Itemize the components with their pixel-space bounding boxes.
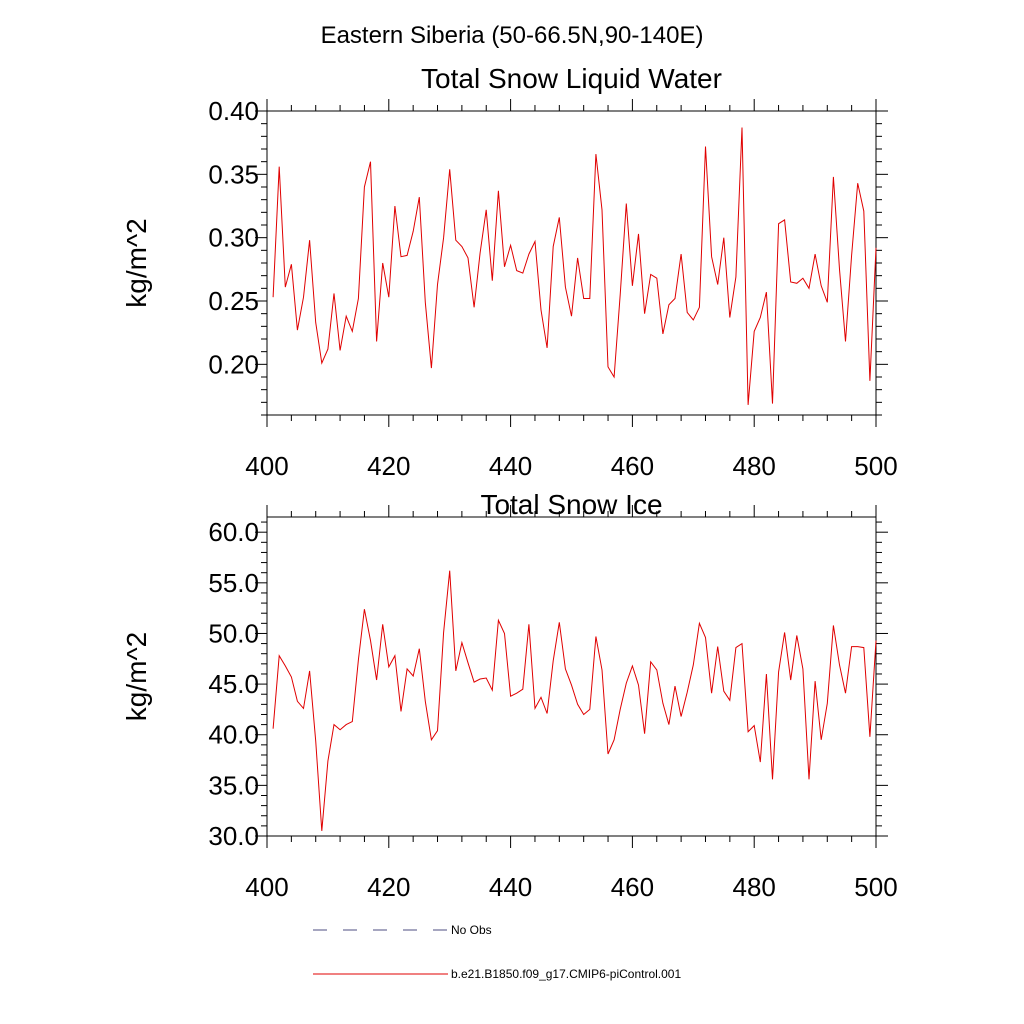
chart-1-ytick-label: 45.0: [208, 669, 259, 699]
chart-0-series-line-0: [272, 127, 877, 405]
chart-0-xtick-label: 500: [854, 451, 897, 481]
legend-label-no-obs: No Obs: [451, 923, 492, 937]
chart-1-title: Total Snow Ice: [480, 489, 662, 520]
plot-total-snow-liquid-water: Total Snow Liquid Water kg/m^2 0.20 0.25 0.3…: [121, 63, 898, 481]
plot-total-snow-ice: Total Snow Ice kg/m^2 30.0 35.0 40.0 45.0 50.0…: [121, 489, 898, 902]
chart-0-xtick-label: 480: [733, 451, 776, 481]
chart-0-xtick-label: 440: [489, 451, 532, 481]
chart-0-title: Total Snow Liquid Water: [421, 63, 722, 94]
chart-0-xtick-label: 460: [611, 451, 654, 481]
chart-0-ytick-label: 0.40: [208, 96, 259, 126]
figure-suptitle: Eastern Siberia (50-66.5N,90-140E): [321, 22, 704, 49]
chart-0-ytick-label: 0.35: [208, 159, 259, 189]
chart-1-ylabel: kg/m^2: [121, 632, 152, 721]
chart-0-xtick-label: 420: [367, 451, 410, 481]
chart-1-xtick-label: 440: [489, 872, 532, 902]
chart-1-series-line-0: [272, 570, 877, 831]
chart-0-ytick-label: 0.20: [208, 349, 259, 379]
legend: No Obs b.e21.B1850.f09_g17.CMIP6-piContr…: [313, 923, 681, 981]
chart-1-ytick-label: 30.0: [208, 821, 259, 851]
chart-1-frame: [266, 516, 877, 837]
chart-0-ytick-label: 0.25: [208, 286, 259, 316]
chart-0-xtick-label: 400: [245, 451, 288, 481]
chart-0-ylabel: kg/m^2: [121, 218, 152, 307]
chart-1-xtick-label: 500: [854, 872, 897, 902]
legend-label-picontrol: b.e21.B1850.f09_g17.CMIP6-piControl.001: [451, 967, 681, 981]
chart-1-ytick-label: 60.0: [208, 517, 259, 547]
chart-0-ytick-label: 0.30: [208, 223, 259, 253]
chart-0-frame: [266, 110, 877, 416]
chart-1-xtick-label: 400: [245, 872, 288, 902]
chart-1-ytick-label: 35.0: [208, 770, 259, 800]
chart-1-ytick-label: 50.0: [208, 618, 259, 648]
chart-1-xtick-label: 420: [367, 872, 410, 902]
chart-1-xtick-label: 480: [733, 872, 776, 902]
chart-1-xtick-label: 460: [611, 872, 654, 902]
chart-1-ytick-label: 40.0: [208, 720, 259, 750]
chart-1-ytick-label: 55.0: [208, 568, 259, 598]
